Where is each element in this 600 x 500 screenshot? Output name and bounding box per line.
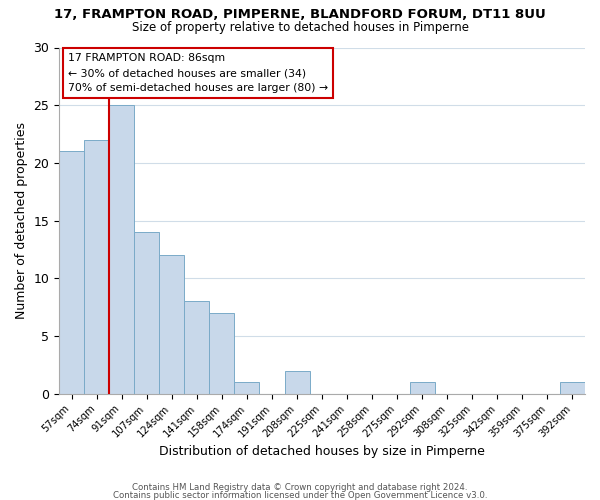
Bar [560, 382, 585, 394]
Bar [109, 105, 134, 394]
X-axis label: Distribution of detached houses by size in Pimperne: Distribution of detached houses by size … [159, 444, 485, 458]
Bar [184, 302, 209, 394]
Bar [284, 370, 310, 394]
Bar [59, 152, 84, 394]
Bar [134, 232, 160, 394]
Text: 17 FRAMPTON ROAD: 86sqm
← 30% of detached houses are smaller (34)
70% of semi-de: 17 FRAMPTON ROAD: 86sqm ← 30% of detache… [68, 54, 328, 93]
Bar [235, 382, 259, 394]
Bar [209, 313, 235, 394]
Text: Contains HM Land Registry data © Crown copyright and database right 2024.: Contains HM Land Registry data © Crown c… [132, 484, 468, 492]
Y-axis label: Number of detached properties: Number of detached properties [15, 122, 28, 319]
Bar [410, 382, 435, 394]
Bar [160, 255, 184, 394]
Text: Size of property relative to detached houses in Pimperne: Size of property relative to detached ho… [131, 21, 469, 34]
Bar [84, 140, 109, 394]
Text: Contains public sector information licensed under the Open Government Licence v3: Contains public sector information licen… [113, 490, 487, 500]
Text: 17, FRAMPTON ROAD, PIMPERNE, BLANDFORD FORUM, DT11 8UU: 17, FRAMPTON ROAD, PIMPERNE, BLANDFORD F… [54, 8, 546, 20]
